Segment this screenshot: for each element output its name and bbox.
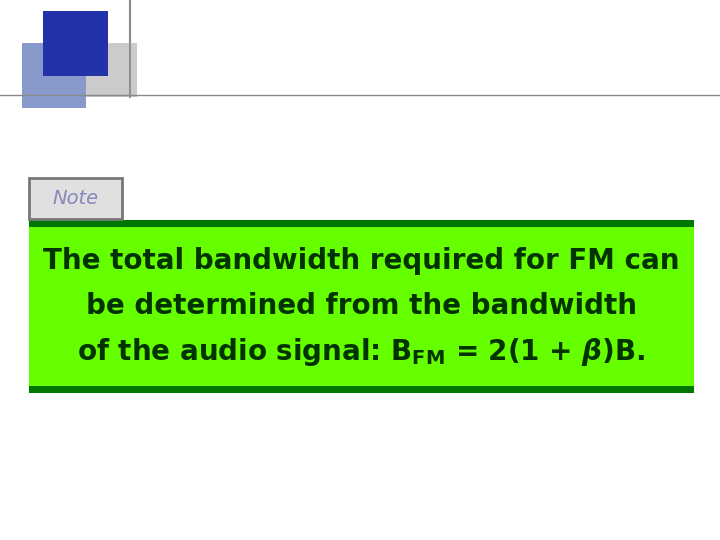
FancyBboxPatch shape bbox=[29, 386, 694, 393]
Text: of the audio signal: $\mathbf{B}_{\mathbf{FM}}$ = 2(1 + $\boldsymbol{\beta}$)B.: of the audio signal: $\mathbf{B}_{\mathb… bbox=[77, 336, 646, 368]
Text: The total bandwidth required for FM can: The total bandwidth required for FM can bbox=[43, 247, 680, 275]
Text: be determined from the bandwidth: be determined from the bandwidth bbox=[86, 293, 637, 320]
FancyBboxPatch shape bbox=[86, 43, 137, 97]
Text: Note: Note bbox=[53, 189, 99, 208]
FancyBboxPatch shape bbox=[29, 220, 694, 227]
FancyBboxPatch shape bbox=[29, 227, 694, 386]
FancyBboxPatch shape bbox=[43, 11, 108, 76]
FancyBboxPatch shape bbox=[22, 43, 86, 108]
FancyBboxPatch shape bbox=[29, 178, 122, 219]
